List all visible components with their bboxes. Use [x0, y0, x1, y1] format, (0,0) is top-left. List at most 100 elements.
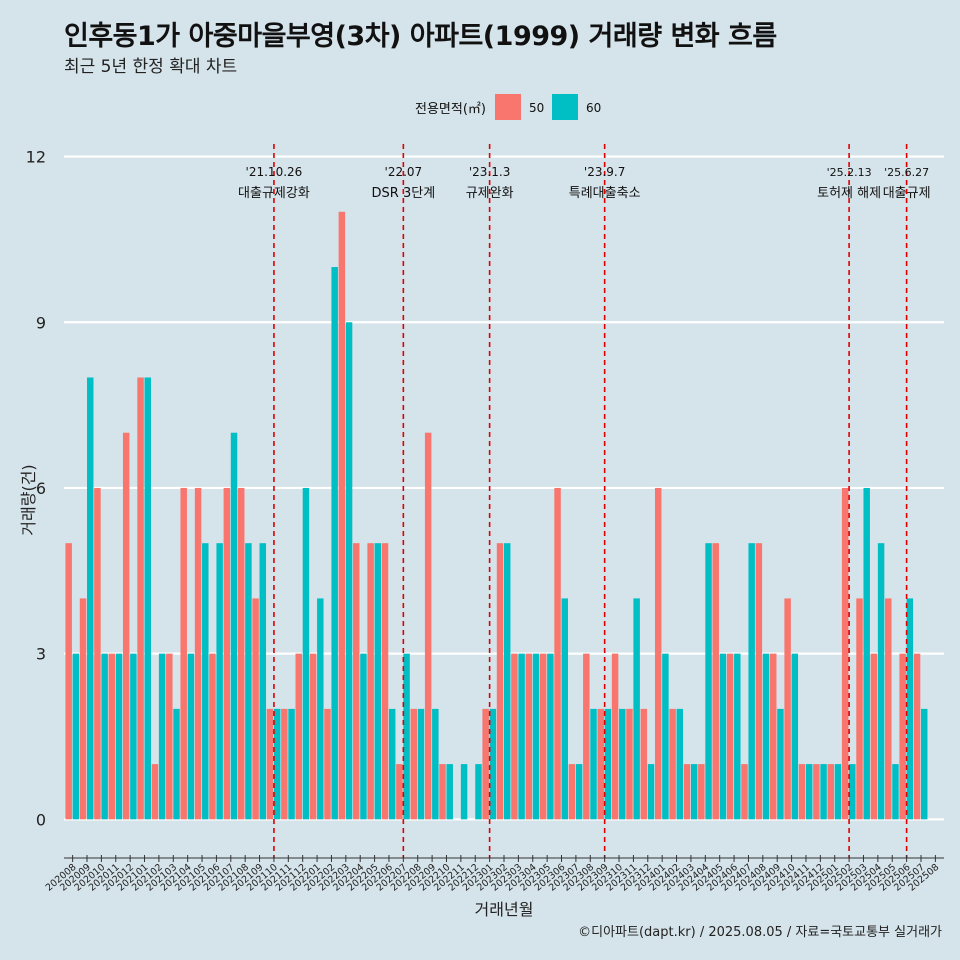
bar-50-202207	[396, 764, 403, 820]
chart-subtitle: 최근 5년 한정 확대 차트	[64, 57, 238, 77]
bar-60-202112	[302, 487, 310, 820]
bar-60-202502	[849, 764, 856, 820]
bar-60-202212	[475, 764, 482, 820]
event-date: '25.6.27	[884, 166, 929, 179]
bar-50-202501	[827, 764, 834, 820]
legend-title: 전용면적(㎡)	[415, 102, 486, 117]
y-tick-label: 12	[26, 148, 46, 167]
bar-50-202205	[367, 543, 374, 820]
bar-60-202410	[791, 653, 799, 820]
bar-60-202201	[317, 598, 324, 820]
source-caption: ©디아파트(dapt.kr) / 2025.08.05 / 자료=국토교통부 실…	[578, 925, 942, 940]
bar-60-202008	[72, 653, 80, 820]
bar-50-202302	[496, 543, 504, 820]
bar-50-202208	[410, 708, 418, 820]
bar-60-202204	[360, 653, 367, 820]
bar-60-202307	[575, 764, 583, 820]
bar-50-202303	[511, 653, 518, 820]
bar-50-202408	[755, 543, 763, 820]
bar-60-202111	[288, 708, 295, 820]
bar-60-202209	[432, 708, 439, 820]
bar-60-202404	[705, 543, 712, 820]
bar-60-202301	[489, 708, 497, 820]
bar-50-202310	[611, 653, 619, 820]
bar-50-202503	[856, 598, 863, 820]
bar-50-202301	[482, 708, 489, 820]
bar-50-202506	[899, 653, 906, 820]
bar-50-202109	[252, 598, 259, 820]
bar-60-202203	[345, 322, 353, 820]
legend-swatch-60	[552, 94, 578, 120]
bar-60-202101	[144, 377, 151, 820]
bar-60-202206	[388, 708, 396, 820]
bar-50-202402	[669, 708, 676, 820]
bar-60-202505	[892, 764, 899, 820]
event-label: DSR 3단계	[372, 186, 436, 201]
bar-50-202204	[353, 543, 360, 820]
y-tick-label: 9	[36, 313, 46, 332]
bar-60-202012	[130, 653, 137, 820]
bar-50-202011	[108, 653, 116, 820]
bar-60-202402	[676, 708, 684, 820]
chart-title: 인후동1가 아중마을부영(3차) 아파트(1999) 거래량 변화 흐름	[64, 21, 777, 52]
event-markers: '21.10.26 대출규제강화 '22.07 DSR 3단계 '23.1.3 규제완화 '…	[238, 144, 931, 858]
bar-50-202403	[683, 764, 691, 820]
bar-50-202210	[439, 764, 446, 820]
event-date: '25.2.13	[827, 166, 872, 179]
bar-50-202102	[151, 764, 159, 820]
bar-50-202010	[94, 487, 101, 820]
bar-50-202305	[539, 653, 547, 820]
bar-60-202211	[460, 764, 468, 820]
bar-50-202401	[654, 487, 662, 820]
bar-50-202412	[813, 764, 820, 820]
legend-label-60: 60	[586, 101, 601, 115]
bar-50-202504	[870, 653, 878, 820]
bar-60-202102	[158, 653, 166, 820]
event-label: 토허제 해제	[817, 186, 881, 201]
bar-50-202107	[223, 487, 231, 820]
bar-60-202305	[547, 653, 554, 820]
bar-60-202205	[374, 543, 382, 820]
bar-50-202502	[841, 487, 849, 820]
bar-60-202210	[446, 764, 453, 820]
bar-50-202405	[712, 543, 719, 820]
bar-50-202411	[798, 764, 806, 820]
bar-60-202506	[906, 598, 914, 820]
bar-60-202412	[820, 764, 827, 820]
bar-60-202507	[920, 708, 928, 820]
bar-60-202406	[734, 653, 741, 820]
bar-50-202203	[338, 211, 346, 820]
bar-60-202106	[216, 543, 223, 820]
bar-50-202111	[281, 708, 288, 820]
bar-50-202404	[698, 764, 705, 820]
event-date: '23.1.3	[469, 165, 510, 179]
bar-50-202104	[180, 487, 187, 820]
bar-50-202008	[65, 543, 72, 820]
bar-60-202310	[619, 708, 626, 820]
bar-50-202209	[424, 432, 432, 820]
bar-60-202308	[590, 708, 597, 820]
bar-50-202410	[784, 598, 791, 820]
bar-50-202507	[913, 653, 921, 820]
bars	[65, 211, 928, 820]
bar-50-202108	[237, 487, 245, 820]
event-label: 규제완화	[466, 186, 514, 201]
bar-60-202107	[230, 432, 238, 820]
bar-60-202009	[87, 377, 94, 820]
y-tick-label: 6	[36, 479, 46, 498]
bar-50-202307	[568, 764, 576, 820]
bar-50-202103	[166, 653, 173, 820]
event-label: 대출규제강화	[238, 186, 310, 201]
bar-60-202108	[245, 543, 252, 820]
bar-60-202407	[748, 543, 755, 820]
bar-60-202011	[115, 653, 123, 820]
bar-50-202112	[295, 653, 302, 820]
bar-50-202309	[597, 708, 604, 820]
event-label: 특례대출축소	[569, 186, 641, 201]
bar-60-202411	[805, 764, 813, 820]
bar-50-202304	[525, 653, 533, 820]
bar-50-202505	[885, 598, 892, 820]
bar-60-202110	[273, 708, 281, 820]
bar-60-202109	[259, 543, 267, 820]
